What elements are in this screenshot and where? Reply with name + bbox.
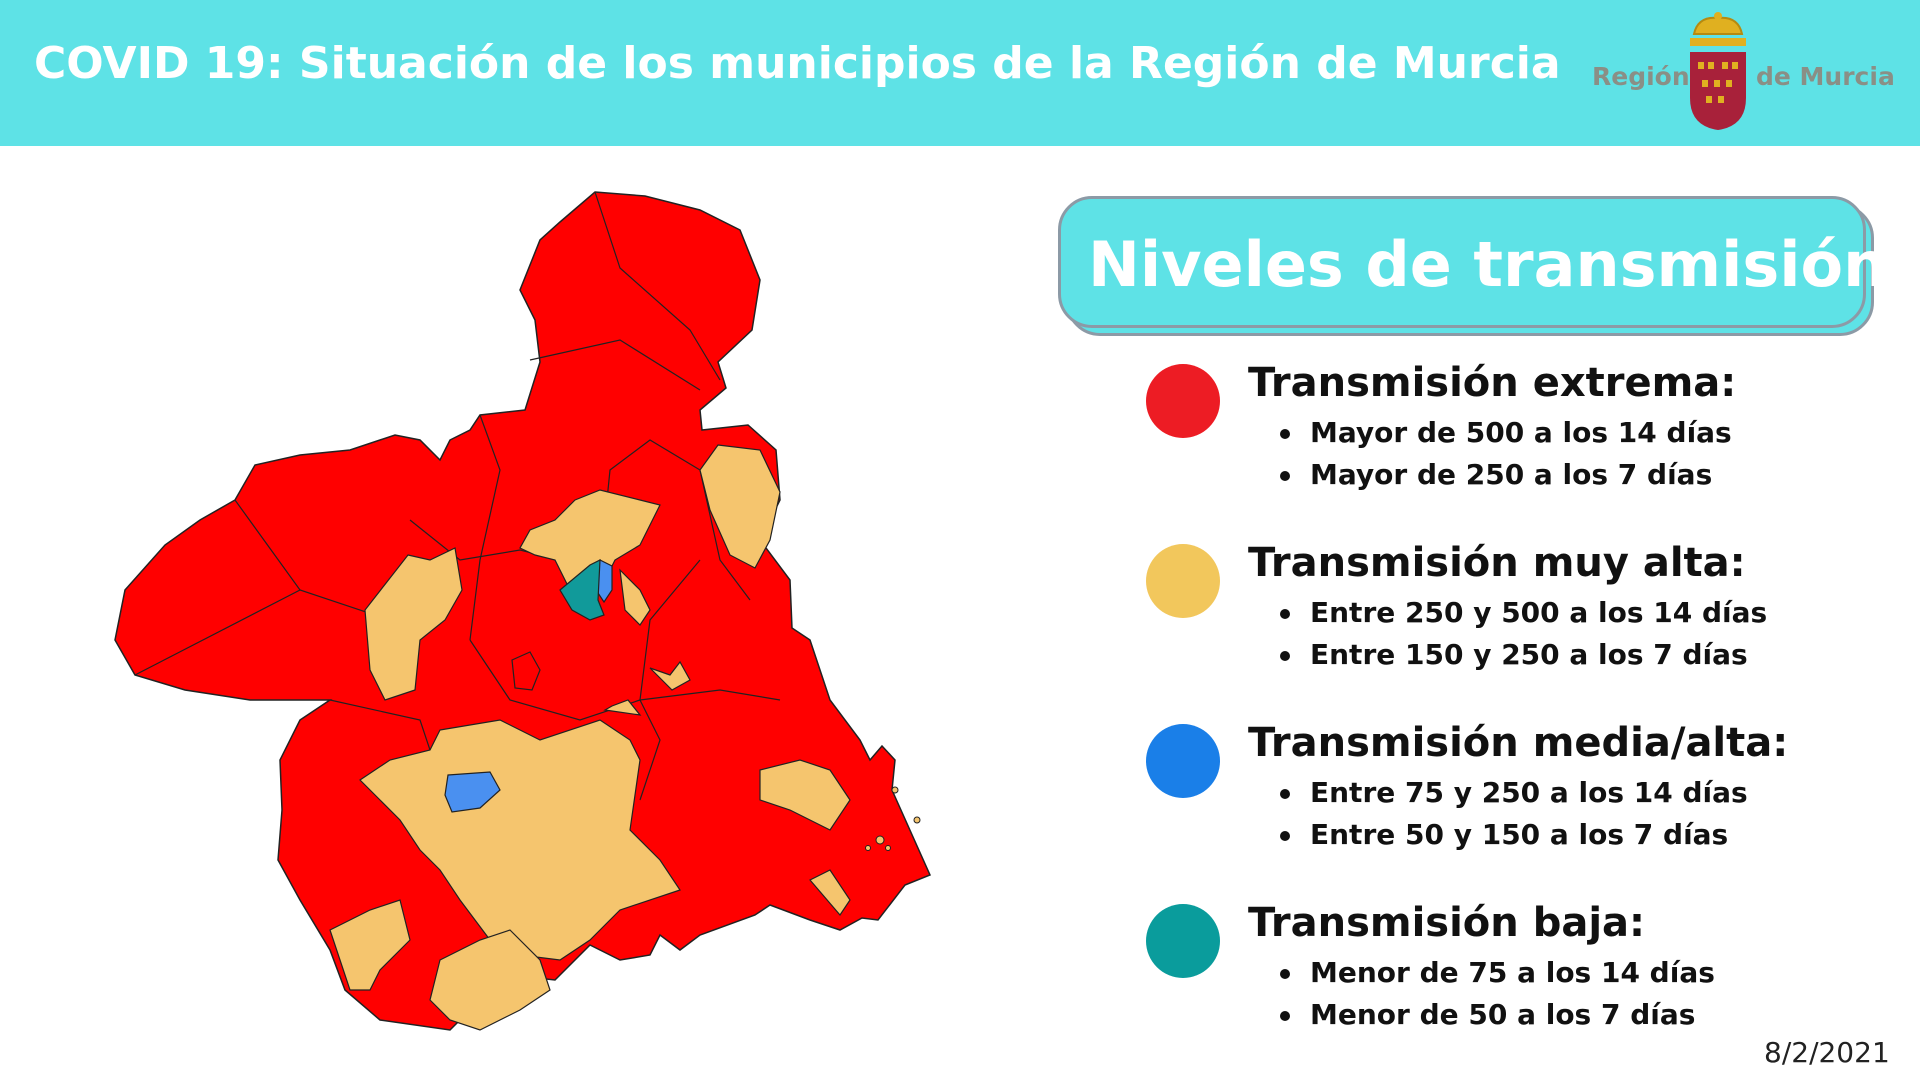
legend-level-extreme: Transmisión extrema: Mayor de 500 a los … [1146,360,1886,510]
municipality-low [559,559,605,621]
header-bar: COVID 19: Situación de los municipios de… [0,0,1920,146]
page-title: COVID 19: Situación de los municipios de… [34,38,1561,89]
legend-item: Entre 50 y 150 a los 7 días [1280,814,1748,856]
legend-level-title: Transmisión media/alta: [1248,720,1789,766]
legend-level-items: Mayor de 500 a los 14 días Mayor de 250 … [1280,412,1732,496]
legend-item: Entre 150 y 250 a los 7 días [1280,634,1767,676]
legend-item: Menor de 75 a los 14 días [1280,952,1715,994]
legend-level-title: Transmisión muy alta: [1248,540,1746,586]
legend-item: Entre 250 y 500 a los 14 días [1280,592,1767,634]
municipality-very-high [603,699,642,716]
coat-of-arms-icon [1690,12,1746,130]
municipality-red-enclave [511,651,541,691]
municipality-medium-high [444,771,501,813]
region-de-murcia-logo: Región de Murcia [1588,10,1895,135]
legend-level-medium-high: Transmisión media/alta: Entre 75 y 250 a… [1146,720,1886,870]
municipality-very-high [364,547,463,701]
legend-level-very-high: Transmisión muy alta: Entre 250 y 500 a … [1146,540,1886,690]
islands [865,786,921,851]
legend-dot-medium-high [1146,724,1220,798]
municipality-very-high [649,660,691,691]
municipalities-low [559,559,605,621]
legend-level-title: Transmisión extrema: [1248,360,1737,406]
legend-dot-extreme [1146,364,1220,438]
municipality-very-high [329,899,411,991]
legend-level-items: Menor de 75 a los 14 días Menor de 50 a … [1280,952,1715,1036]
legend-level-low: Transmisión baja: Menor de 75 a los 14 d… [1146,900,1886,1050]
date-label: 8/2/2021 [1764,1036,1890,1069]
legend-item: Menor de 50 a los 7 días [1280,994,1715,1036]
legend-level-title: Transmisión baja: [1248,900,1646,946]
legend-level-items: Entre 250 y 500 a los 14 días Entre 150 … [1280,592,1767,676]
legend-title-box [1058,196,1866,328]
municipality-very-high [359,719,681,961]
legend-item: Mayor de 500 a los 14 días [1280,412,1732,454]
logo-text-region: Región [1592,62,1690,91]
municipality-very-high [619,568,651,626]
municipalities-very-high [329,444,851,1031]
legend-dot-low [1146,904,1220,978]
legend-title: Niveles de transmisión: [1088,228,1913,301]
municipality-very-high [699,444,781,569]
legend-level-items: Entre 75 y 250 a los 14 días Entre 50 y … [1280,772,1748,856]
legend-item: Mayor de 250 a los 7 días [1280,454,1732,496]
region-map [114,191,932,1031]
legend-dot-very-high [1146,544,1220,618]
municipalities-medium-high [444,559,613,813]
municipality-very-high [809,869,851,916]
municipality-very-high [429,929,551,1031]
logo-text-de-murcia: de Murcia [1756,62,1895,91]
municipality-very-high [759,759,851,831]
legend-item: Entre 75 y 250 a los 14 días [1280,772,1748,814]
